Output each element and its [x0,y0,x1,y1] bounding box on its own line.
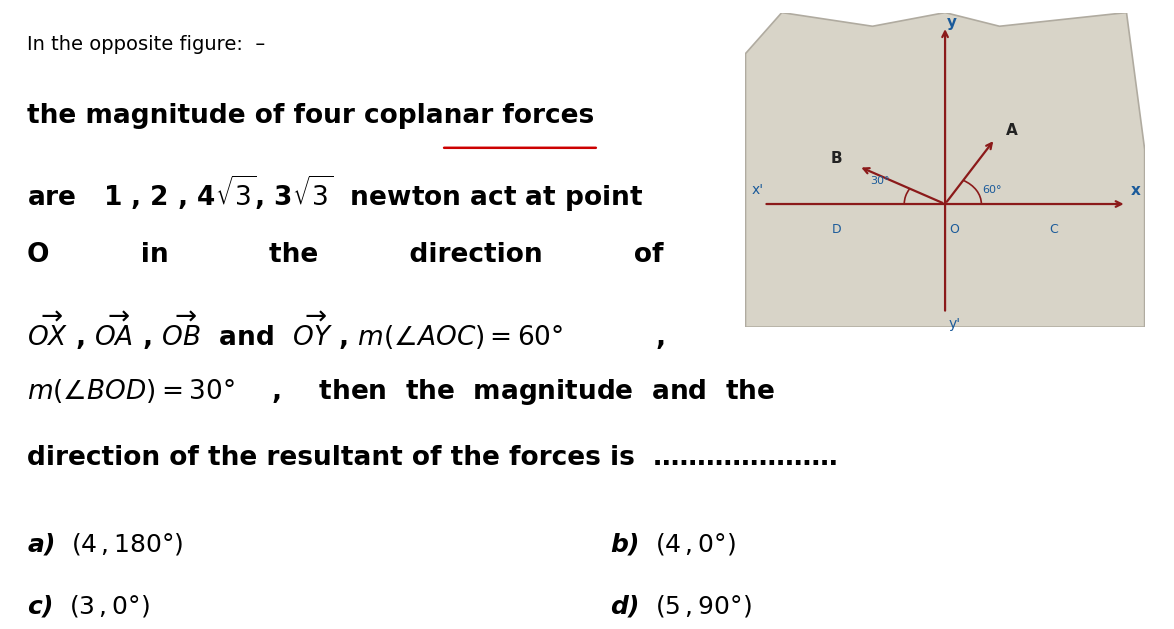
Text: O          in           the          direction          of: O in the direction of [27,242,664,267]
Text: x': x' [751,183,763,198]
Text: $\bfit{b)}$  $(4\,,0°)$: $\bfit{b)}$ $(4\,,0°)$ [610,532,736,557]
Text: y': y' [949,317,960,331]
Text: $m(\angle BOD) = 30°$    ,    then  the  magnitude  and  the: $m(\angle BOD) = 30°$ , then the magnitu… [27,377,776,407]
Text: y: y [947,14,957,30]
Polygon shape [745,13,1145,327]
Text: $\bfit{d)}$  $(5\,,90°)$: $\bfit{d)}$ $(5\,,90°)$ [610,593,753,619]
Text: the magnitude of four coplanar forces: the magnitude of four coplanar forces [27,103,595,129]
Text: O: O [950,223,959,236]
Text: In the opposite figure:  –: In the opposite figure: – [27,35,265,54]
Text: $\bfit{c)}$  $(3\,,0°)$: $\bfit{c)}$ $(3\,,0°)$ [27,593,150,619]
Text: 60°: 60° [983,185,1001,195]
Text: C: C [1050,223,1058,236]
Text: D: D [831,223,841,236]
Text: B: B [831,151,842,166]
Text: x: x [1131,183,1141,198]
Text: direction of the resultant of the forces is  …………………: direction of the resultant of the forces… [27,445,838,471]
Text: 30°: 30° [870,175,890,186]
Text: A: A [1006,123,1018,138]
Text: $\overrightarrow{OX}$ , $\overrightarrow{OA}$ , $\overrightarrow{OB}$  and  $\ov: $\overrightarrow{OX}$ , $\overrightarrow… [27,309,666,352]
Text: are   1 , 2 , 4$\sqrt{3}$, 3$\sqrt{3}$  newton act at point: are 1 , 2 , 4$\sqrt{3}$, 3$\sqrt{3}$ new… [27,174,643,214]
Text: $\bfit{a)}$  $(4\,,180°)$: $\bfit{a)}$ $(4\,,180°)$ [27,532,184,557]
